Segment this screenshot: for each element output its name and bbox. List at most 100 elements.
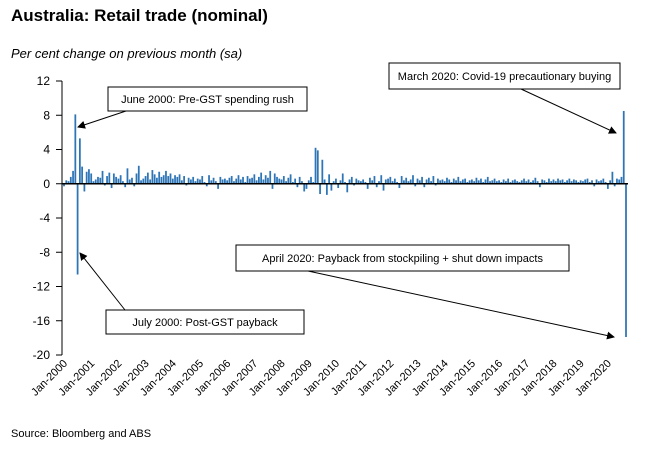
bar xyxy=(196,178,199,184)
bar xyxy=(382,183,385,191)
bar xyxy=(153,174,156,184)
bar xyxy=(539,183,541,188)
bar xyxy=(350,176,353,184)
bar xyxy=(477,180,480,184)
bar xyxy=(296,183,299,188)
annotation-arrow xyxy=(307,270,615,340)
annotation-arrow xyxy=(77,110,127,129)
bar xyxy=(140,180,142,184)
bar xyxy=(162,175,165,184)
bar xyxy=(464,178,466,184)
bar xyxy=(224,178,226,184)
annotation-text: March 2020: Covid-19 precautionary buyin… xyxy=(398,71,611,83)
bar xyxy=(534,177,537,184)
bar xyxy=(137,165,140,184)
bar xyxy=(253,174,256,184)
bar xyxy=(554,181,557,184)
bar xyxy=(291,182,294,184)
bar xyxy=(437,178,439,184)
bar xyxy=(239,179,242,184)
x-axis: Jan-2000Jan-2001Jan-2002Jan-2003Jan-2004… xyxy=(29,358,614,399)
bar xyxy=(421,176,423,184)
bar xyxy=(330,183,333,191)
bar xyxy=(557,178,559,184)
bar xyxy=(489,181,491,184)
bar xyxy=(255,180,258,184)
bar xyxy=(588,182,591,184)
bar xyxy=(505,181,507,184)
bar xyxy=(353,183,355,186)
bar xyxy=(387,178,389,184)
bar xyxy=(550,181,553,184)
bar xyxy=(85,171,88,184)
bar xyxy=(475,177,478,184)
bar xyxy=(511,180,514,184)
bar xyxy=(110,183,113,189)
bar xyxy=(414,183,417,187)
bar xyxy=(362,179,365,184)
y-tick-label: -8 xyxy=(39,245,50,259)
bar xyxy=(83,183,86,192)
bar xyxy=(495,181,498,184)
bar xyxy=(201,176,204,184)
bar xyxy=(63,183,65,187)
bar xyxy=(480,178,482,184)
bar xyxy=(486,176,489,184)
bar xyxy=(536,181,539,184)
bar xyxy=(563,182,566,184)
bar xyxy=(65,180,68,184)
bar xyxy=(432,176,435,184)
bar xyxy=(285,181,287,184)
bar xyxy=(142,178,145,184)
bar xyxy=(101,170,104,184)
bar xyxy=(144,176,147,184)
axes xyxy=(61,81,628,355)
bar xyxy=(248,178,251,184)
bar xyxy=(597,181,600,184)
bar xyxy=(76,183,79,275)
bar xyxy=(226,180,229,184)
bar xyxy=(282,176,285,184)
bar xyxy=(443,181,446,184)
bar xyxy=(625,183,627,338)
bar xyxy=(579,180,582,184)
bar xyxy=(122,181,124,184)
bar xyxy=(319,183,321,195)
bar xyxy=(618,179,621,184)
bar xyxy=(289,174,292,184)
bar xyxy=(235,178,238,184)
bar xyxy=(180,180,183,184)
bar xyxy=(72,170,74,184)
bar xyxy=(88,169,90,184)
bar xyxy=(133,183,136,187)
bar xyxy=(457,176,460,184)
bar xyxy=(344,182,346,184)
bar xyxy=(269,170,272,184)
bar xyxy=(595,179,598,184)
bar xyxy=(532,180,534,184)
bar xyxy=(262,179,265,184)
bar xyxy=(167,176,170,184)
bar xyxy=(94,179,97,184)
bar xyxy=(156,177,158,184)
bar xyxy=(183,176,185,184)
annotation-box xyxy=(107,86,308,112)
bar xyxy=(403,180,405,184)
bar xyxy=(471,179,473,184)
bar xyxy=(439,180,442,184)
bar xyxy=(187,177,190,184)
bar xyxy=(407,181,410,184)
bar xyxy=(500,182,503,184)
bar xyxy=(169,173,172,184)
bar xyxy=(305,183,308,189)
bar xyxy=(412,175,414,184)
bar xyxy=(357,180,360,184)
bar xyxy=(434,183,437,186)
bar xyxy=(378,181,380,184)
bar xyxy=(529,182,532,184)
bar xyxy=(611,171,614,184)
bar xyxy=(491,180,494,184)
bar xyxy=(165,170,167,184)
bar xyxy=(230,176,233,184)
